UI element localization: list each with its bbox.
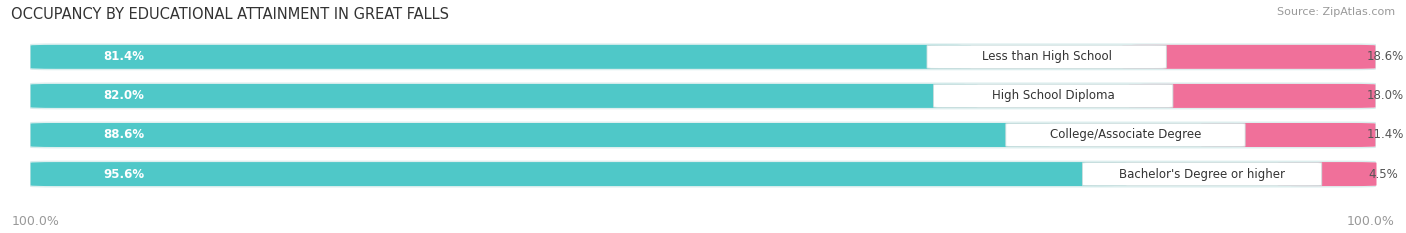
FancyBboxPatch shape: [31, 162, 1126, 186]
FancyBboxPatch shape: [31, 161, 1375, 187]
FancyBboxPatch shape: [31, 122, 1375, 148]
Text: 88.6%: 88.6%: [104, 128, 145, 141]
Text: Source: ZipAtlas.com: Source: ZipAtlas.com: [1277, 7, 1395, 17]
Text: Bachelor's Degree or higher: Bachelor's Degree or higher: [1119, 168, 1285, 181]
FancyBboxPatch shape: [31, 84, 977, 108]
FancyBboxPatch shape: [1201, 123, 1375, 147]
Text: Less than High School: Less than High School: [981, 50, 1112, 63]
FancyBboxPatch shape: [1129, 84, 1375, 108]
FancyBboxPatch shape: [1005, 123, 1246, 147]
FancyBboxPatch shape: [1278, 162, 1376, 186]
FancyBboxPatch shape: [927, 45, 1167, 69]
Text: 95.6%: 95.6%: [104, 168, 145, 181]
FancyBboxPatch shape: [1083, 162, 1322, 186]
FancyBboxPatch shape: [934, 84, 1173, 108]
Text: 4.5%: 4.5%: [1368, 168, 1398, 181]
Text: 100.0%: 100.0%: [1347, 215, 1395, 228]
FancyBboxPatch shape: [31, 45, 972, 69]
Text: OCCUPANCY BY EDUCATIONAL ATTAINMENT IN GREAT FALLS: OCCUPANCY BY EDUCATIONAL ATTAINMENT IN G…: [11, 7, 450, 22]
Text: 81.4%: 81.4%: [104, 50, 145, 63]
Text: 11.4%: 11.4%: [1367, 128, 1405, 141]
Text: College/Associate Degree: College/Associate Degree: [1050, 128, 1201, 141]
Text: 100.0%: 100.0%: [11, 215, 59, 228]
FancyBboxPatch shape: [31, 123, 1050, 147]
Text: 82.0%: 82.0%: [104, 89, 145, 103]
Text: 18.6%: 18.6%: [1367, 50, 1405, 63]
FancyBboxPatch shape: [31, 44, 1375, 70]
FancyBboxPatch shape: [31, 83, 1375, 109]
Text: 18.0%: 18.0%: [1367, 89, 1405, 103]
Text: High School Diploma: High School Diploma: [991, 89, 1115, 103]
FancyBboxPatch shape: [1122, 45, 1375, 69]
